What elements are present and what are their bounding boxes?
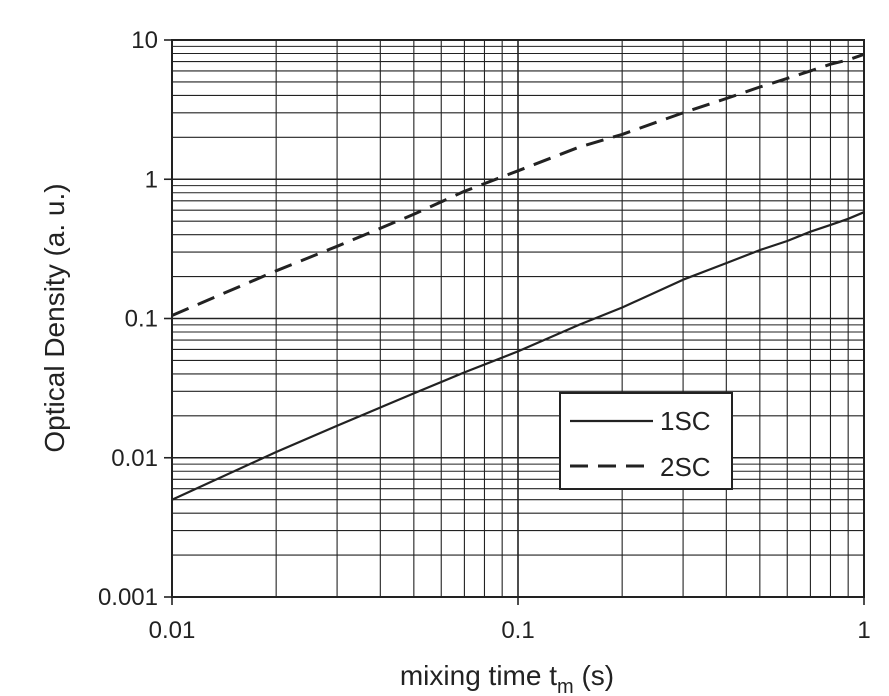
x-axis-title-sub: m xyxy=(557,676,574,696)
y-tick-label: 0.01 xyxy=(111,445,158,472)
legend-label-1sc: 1SC xyxy=(660,406,711,436)
x-tick-label: 0.01 xyxy=(149,617,196,644)
y-tick-label: 0.001 xyxy=(98,584,158,611)
y-tick-label: 10 xyxy=(131,27,158,54)
tick-labels: 0.01 0.1 1 0.001 0.01 0.1 1 10 xyxy=(98,27,871,644)
grid-lines xyxy=(172,40,864,597)
legend-label-2sc: 2SC xyxy=(660,452,711,482)
y-tick-label: 0.1 xyxy=(125,306,158,333)
x-tick-label: 0.1 xyxy=(501,617,534,644)
x-axis-title-suffix: (s) xyxy=(574,660,614,691)
legend: 1SC 2SC xyxy=(559,392,733,490)
series-line-2sc xyxy=(171,52,865,317)
x-axis-title: mixing time tm (s) xyxy=(400,660,614,696)
series-lines xyxy=(171,52,865,501)
y-tick-label: 1 xyxy=(145,166,158,193)
legend-box xyxy=(559,392,733,490)
x-axis-title-main: mixing time t xyxy=(400,660,557,691)
y-axis-title: Optical Density (a. u.) xyxy=(39,183,70,452)
x-tick-label: 1 xyxy=(857,617,870,644)
series-line-1sc xyxy=(171,211,865,501)
